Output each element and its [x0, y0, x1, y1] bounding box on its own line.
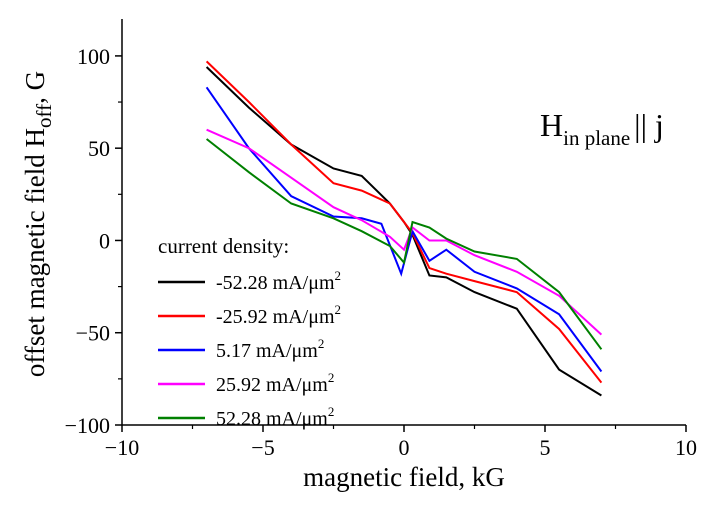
legend-label: -52.28 mA/μm2: [216, 268, 341, 294]
series-lines: [205, 60, 603, 397]
annotation-main: H: [540, 107, 563, 143]
y-axis-ticks: −100 −50 0 50 100: [65, 44, 122, 438]
x-tick-label: −5: [251, 435, 274, 460]
legend-label: 25.92 mA/μm2: [216, 370, 334, 396]
x-axis-ticks: −10 −5 0 5 10: [105, 425, 697, 460]
annotation-tail: || j: [634, 107, 664, 143]
y-tick-label: −50: [76, 321, 110, 346]
legend-label: 5.17 mA/μm2: [216, 336, 324, 362]
y-tick-label: −100: [65, 413, 110, 438]
legend-label: 52.28 mA/μm2: [216, 404, 334, 430]
legend-title: current density:: [158, 234, 289, 258]
series-line: [205, 60, 603, 384]
x-tick-label: −10: [105, 435, 139, 460]
x-axis-title: magnetic field, kG: [303, 462, 505, 492]
x-tick-label: 0: [399, 435, 410, 460]
annotation-sub: in plane: [563, 126, 630, 150]
x-tick-label: 5: [540, 435, 551, 460]
y-tick-label: 50: [88, 136, 110, 161]
y-axis-title-tail: , G: [20, 71, 50, 104]
field-orientation-annotation: Hin plane || j: [540, 107, 664, 150]
y-axis-title: offset magnetic field Hoff, G: [20, 71, 56, 377]
x-tick-label: 10: [675, 435, 697, 460]
series-line: [205, 138, 603, 350]
legend-items: -52.28 mA/μm2 -25.92 mA/μm2 5.17 mA/μm2 25.…: [158, 268, 341, 430]
legend-label: -25.92 mA/μm2: [216, 302, 341, 328]
y-tick-label: 0: [99, 228, 110, 253]
y-tick-label: 100: [77, 44, 110, 69]
y-axis-title-main: offset magnetic field H: [20, 128, 50, 377]
legend: current density: -52.28 mA/μm2 -25.92 mA/…: [158, 234, 341, 430]
y-axis-title-sub: off: [32, 104, 56, 128]
